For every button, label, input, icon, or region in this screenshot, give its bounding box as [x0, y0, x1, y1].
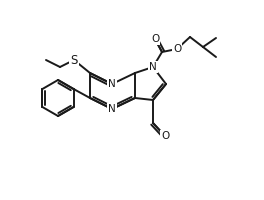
Text: N: N: [108, 104, 116, 114]
Text: N: N: [108, 79, 116, 89]
Text: N: N: [149, 62, 157, 72]
Text: O: O: [173, 44, 181, 54]
Text: S: S: [70, 53, 78, 66]
Text: O: O: [161, 131, 169, 141]
Text: O: O: [151, 34, 159, 44]
